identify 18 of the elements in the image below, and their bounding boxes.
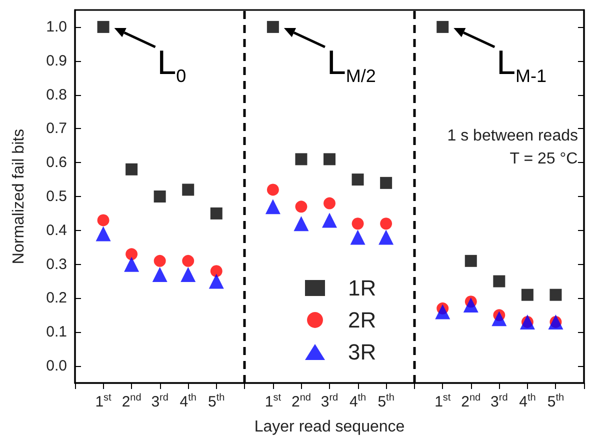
legend-label: 1R xyxy=(348,276,376,300)
y-tick-label: 0.3 xyxy=(46,256,67,273)
y-tick-label: 0.8 xyxy=(46,86,67,104)
y-tick-label: 0.1 xyxy=(46,324,67,341)
y-tick-label: 0.7 xyxy=(46,120,67,138)
y-tick-label: 0.2 xyxy=(46,290,67,307)
y-tick-label: 0.5 xyxy=(46,188,67,205)
y-axis-title: Normalized fail bits xyxy=(10,128,28,264)
y-tick-label: 0.6 xyxy=(46,154,67,172)
y-tick-label: 0.0 xyxy=(46,358,67,375)
y-tick-label: 1.0 xyxy=(46,18,67,36)
legend-label: 2R xyxy=(348,308,376,332)
annotation: T = 25 °C xyxy=(510,150,578,168)
annotation: 1 s between reads xyxy=(447,128,578,144)
x-axis-title: Layer read sequence xyxy=(254,418,405,436)
legend-label: 3R xyxy=(348,340,376,364)
y-tick-label: 0.9 xyxy=(46,52,67,70)
y-tick-label: 0.4 xyxy=(46,222,67,239)
